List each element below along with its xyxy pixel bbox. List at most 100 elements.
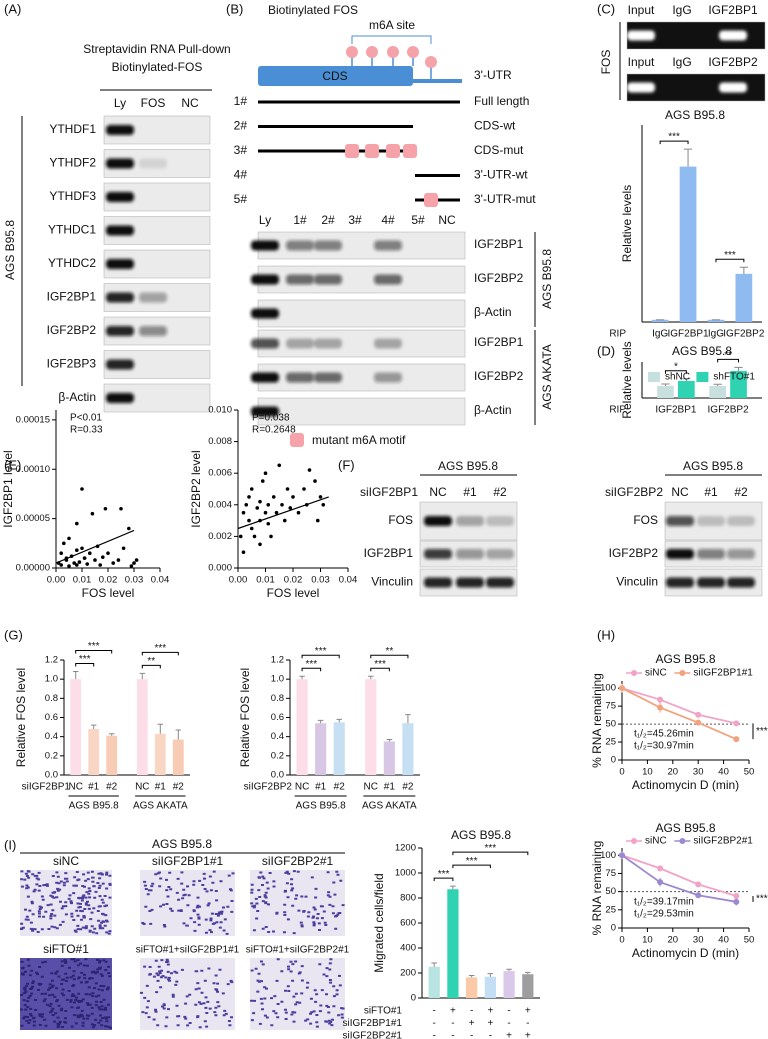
x-axis-title: FOS level xyxy=(267,586,320,600)
y-tick-label: 0.00000 xyxy=(16,563,50,574)
x-tick-label: IGF2BP1 xyxy=(655,405,697,416)
point xyxy=(315,518,320,523)
construct-id: 5# xyxy=(234,192,248,206)
point xyxy=(129,564,134,568)
significance-label: *** xyxy=(756,726,768,737)
legend-swatch xyxy=(648,372,660,382)
y-tick-label: 0.8 xyxy=(271,693,284,704)
row-label: IGF2BP2 xyxy=(47,323,97,337)
x-tick-label: NC xyxy=(295,782,309,793)
error-bar xyxy=(336,718,342,723)
y-tick-label: 0.00015 xyxy=(16,414,50,425)
treatment-sign: + xyxy=(450,1006,456,1017)
y-tick-label: 0.00005 xyxy=(16,513,50,524)
row-label: RIP xyxy=(609,405,626,416)
row-label: RIP xyxy=(609,329,626,340)
construct-label: 3'-UTR-wt xyxy=(474,168,528,182)
point xyxy=(88,551,92,555)
bar xyxy=(88,729,100,775)
x-tick-label: #2 xyxy=(402,782,414,793)
treatment-sign: + xyxy=(525,1006,531,1017)
lane-label: 4# xyxy=(381,213,395,227)
significance-label: *** xyxy=(724,250,736,261)
x-tick-label: 0.03 xyxy=(125,575,144,586)
y-tick-label: 1.2 xyxy=(271,655,284,666)
row-label: IGF2BP3 xyxy=(47,357,97,371)
y-tick-label: 0.2 xyxy=(271,750,284,761)
point xyxy=(263,510,268,515)
band xyxy=(314,274,342,285)
group-label: AGS B95.8 xyxy=(69,801,119,812)
point xyxy=(302,487,306,491)
x-tick-label: #2 xyxy=(106,782,118,793)
legend-label: siNC xyxy=(645,836,667,847)
significance-bracket xyxy=(659,140,689,145)
band xyxy=(374,372,402,383)
x-tick-label: 0.00 xyxy=(47,575,66,586)
target-label: FOS xyxy=(599,50,613,75)
cds-label: CDS xyxy=(322,69,347,83)
annotation: R=0.33 xyxy=(70,425,103,436)
treatment-sign: - xyxy=(489,1031,492,1039)
panel-letter: (D) xyxy=(597,343,615,358)
lane-label: #1 xyxy=(704,485,718,499)
y-axis-title: % RNA remaining xyxy=(590,841,604,936)
significance-bracket xyxy=(717,358,740,363)
bar xyxy=(522,974,534,998)
row-label: IGF2BP1 xyxy=(47,290,97,304)
x-axis-title: FOS level xyxy=(82,586,135,600)
point xyxy=(244,503,249,507)
point xyxy=(695,719,702,726)
error-bar xyxy=(405,714,411,724)
cells xyxy=(250,870,345,935)
lane-label: 5# xyxy=(411,213,425,227)
bar xyxy=(678,380,695,398)
bar xyxy=(106,735,118,775)
panel-letter: (I) xyxy=(4,837,16,852)
panel-letter: (G) xyxy=(4,627,23,642)
point xyxy=(258,542,262,547)
band xyxy=(314,372,342,383)
x-tick-label: 10 xyxy=(642,767,653,778)
point xyxy=(111,561,115,565)
bar xyxy=(707,319,725,322)
band xyxy=(251,338,279,349)
cells xyxy=(20,958,112,1029)
band xyxy=(139,158,167,169)
band xyxy=(106,158,134,169)
row-label: FOS xyxy=(388,513,413,527)
blot xyxy=(257,299,466,328)
trend-line xyxy=(237,496,329,530)
lane-label: #2 xyxy=(734,485,748,499)
y-axis-title: IGF2BP1 level xyxy=(1,450,15,527)
band xyxy=(486,549,514,559)
row-label: IGF2BP1 xyxy=(474,335,524,349)
bar xyxy=(333,722,345,775)
error-bar xyxy=(734,366,743,371)
point xyxy=(733,736,740,743)
band xyxy=(106,192,134,202)
image-label: siNC xyxy=(53,854,79,868)
y-tick-label: 0.6 xyxy=(271,712,284,723)
treatment-sign: - xyxy=(451,1031,454,1039)
band xyxy=(486,577,514,588)
row-label: siIGF2BP1 xyxy=(22,782,71,793)
x-tick-label: #1 xyxy=(315,782,327,793)
treatment-sign: - xyxy=(451,1018,454,1029)
point xyxy=(263,471,268,476)
band xyxy=(374,338,402,349)
x-tick-label: IgG xyxy=(652,329,668,340)
point xyxy=(321,503,326,507)
mutant-motif xyxy=(424,193,438,207)
point xyxy=(238,534,243,539)
band xyxy=(286,274,314,285)
bar xyxy=(136,679,148,775)
bar xyxy=(730,371,747,398)
point xyxy=(277,463,282,468)
site-head xyxy=(425,56,437,68)
error-bar xyxy=(368,675,374,680)
panel-letter: (B) xyxy=(226,1,243,16)
point xyxy=(62,541,66,546)
bar xyxy=(709,386,726,398)
cell-line: AGS AKATA xyxy=(540,344,554,410)
